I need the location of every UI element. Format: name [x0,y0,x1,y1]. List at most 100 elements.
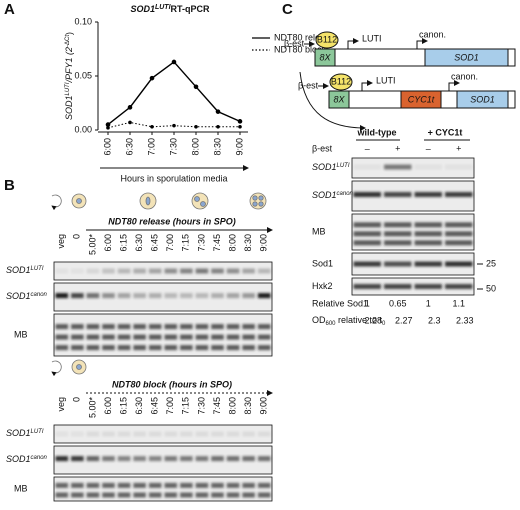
gel-mb-band [71,345,84,351]
gel-luti-band [117,268,131,274]
gel-canon-band [257,293,271,299]
gel-mb-band [117,334,131,340]
value-text: 1 [426,298,431,308]
group-label: wild-type [356,127,396,137]
row-label-part: canon [31,455,48,461]
gel-mb-band [211,345,224,351]
terminator [400,90,442,109]
gel-luti-band [226,431,240,437]
section-header: NDT80 release (hours in SPO) [108,216,236,226]
gel-luti-band [226,268,240,274]
gel-mb-band [180,482,193,488]
lane-label: 7:30 [196,397,206,415]
chart-title-part: RT-qPCR [171,4,210,14]
lane-label: 6:00 [103,234,113,252]
blot [351,157,475,179]
lane-label: 5.00* [87,234,97,256]
blot-band [414,222,442,228]
gel-mb-band [86,334,100,340]
gel-mb-band [164,482,178,488]
blot-band [445,192,473,197]
blot [351,252,475,276]
point [149,75,155,81]
lane-label: 0 [72,234,82,239]
blot-band [353,240,381,246]
gel-mb-band [86,492,100,498]
tss-label: canon. [419,29,446,39]
blot-band [414,164,442,170]
gel-canon-band [148,456,162,462]
row-label-part: OD [312,315,326,325]
point [172,123,176,128]
gel-mb-band [148,324,162,330]
point [238,124,242,129]
gene [456,90,509,109]
blot-band [414,231,442,237]
value-text: 2.28 [364,315,382,325]
lane-label: – [365,143,370,153]
row-label-part: relative to t [336,315,383,325]
lane-label: 7:00 [165,397,175,415]
gel-luti-band [148,431,162,437]
y-axis-label-part: /PFY1 (2 [64,47,74,84]
blot-band [353,222,381,228]
row-label: SOD1LUTI [312,162,350,172]
gel-mb-band [195,334,209,340]
cell-icons [51,192,267,377]
gel-mb-band [164,345,178,351]
x-tick-label: 7:30 [168,138,178,156]
value-text: 0.65 [389,298,407,308]
gel-luti-band [71,431,84,437]
gel-luti-band [211,268,224,274]
gel-canon-band [257,456,271,462]
gel-luti-band [164,431,178,437]
gel-mb-band [226,324,240,330]
inducer: β-est [284,38,305,48]
x-tick-label: 9:00 [234,138,244,156]
gel-canon-band [226,456,240,462]
row-label-part: LUTI [31,266,44,272]
blot-band [445,284,473,289]
lane-label: 6:45 [150,397,160,415]
blot-band [384,164,412,170]
gel-luti-band [55,268,69,274]
lane-label: 9:00 [259,234,269,252]
activator-label: B112 [331,76,351,86]
y-tick-label: 0.00 [74,124,92,134]
blot-band [445,231,473,237]
value-text: 2.33 [456,315,474,325]
panel-label: B [4,177,15,194]
point [171,59,177,65]
lane-label: + [395,143,400,153]
tss-arrow [448,80,460,91]
x-tick-label: 6:30 [124,138,134,156]
row-label-part: canon [337,191,354,197]
gel-canon-band [242,293,255,299]
gel-luti-band [211,431,224,437]
activator [315,31,339,49]
x-tick-label: 7:00 [146,138,156,156]
gel-luti-band [133,431,146,437]
lane-label: + [456,143,461,153]
gel-mb-band [226,492,240,498]
gel-canon-band [195,293,209,299]
gel-canon-band [226,293,240,299]
blot-band [384,231,412,237]
gel-luti-band [55,431,69,437]
gel-mb-band [195,324,209,330]
gel-mb-band [180,334,193,340]
y-axis-label-part: SOD1 [64,96,74,121]
gel-mb-band [102,345,115,351]
group-label: + CYC1t [428,127,463,137]
lane-label: 7:15 [181,397,191,415]
gel-mb-band [71,482,84,488]
tss-arrow [416,38,428,49]
lane-label: 6:15 [118,397,128,415]
gel-luti-band [117,431,131,437]
gel-canon-band [86,293,100,299]
row-label-part: SOD1 [312,190,337,200]
gel-mb-band [211,492,224,498]
gel-luti-band [102,268,115,274]
gel-mb-band [195,492,209,498]
gel-mb-band [148,482,162,488]
